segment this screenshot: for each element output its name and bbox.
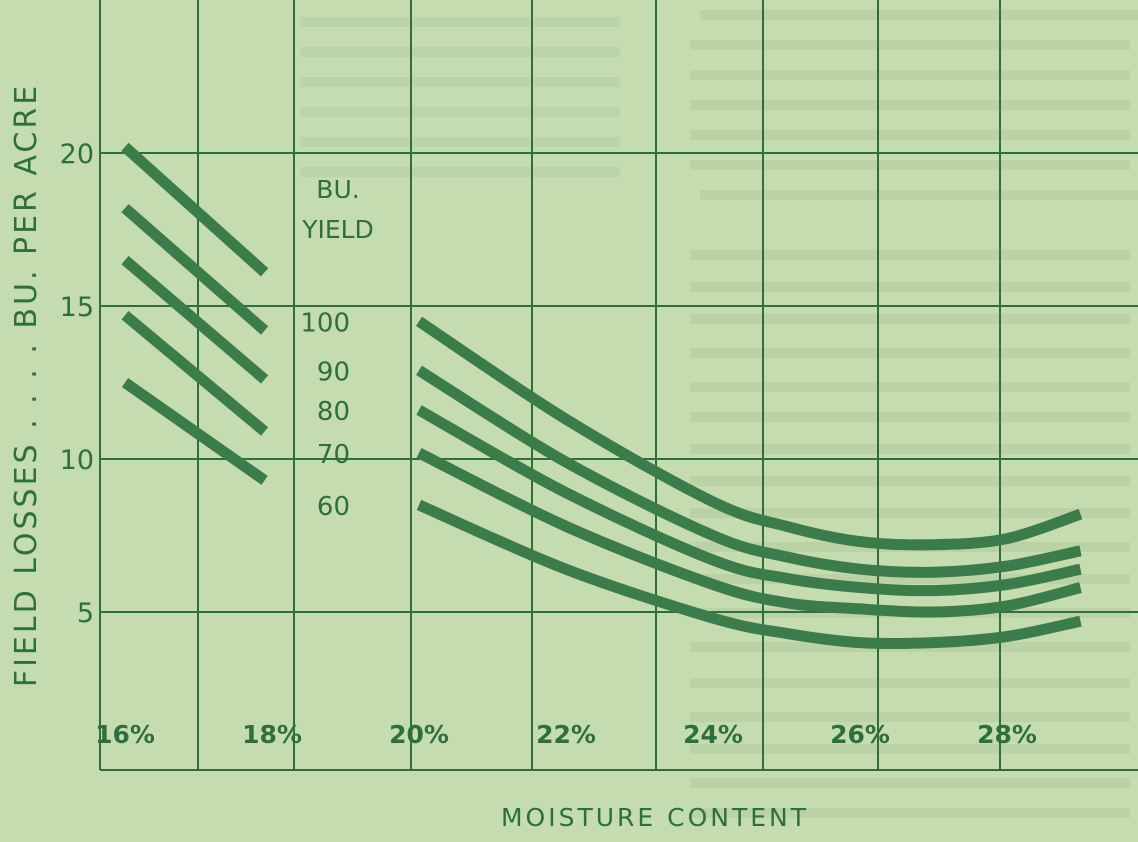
- ghost-line: [700, 10, 1138, 20]
- ghost-line: [300, 47, 620, 57]
- ghost-line: [690, 712, 1130, 722]
- ghost-line: [690, 412, 1130, 422]
- ghost-line: [690, 476, 1130, 486]
- ghost-line: [300, 137, 620, 147]
- y-tick-label: 20: [60, 139, 94, 170]
- x-tick-label: 22%: [536, 720, 596, 749]
- curves: [121, 142, 1083, 650]
- labels: FIELD LOSSES . . . . BU. PER ACRE MOISTU…: [9, 83, 809, 832]
- legend: BU. YIELD 100 90 80 70 60: [300, 175, 373, 522]
- series-line-60-seg1: [121, 377, 268, 485]
- legend-title-line-1: BU.: [316, 175, 359, 204]
- series-line-100-seg1: [121, 142, 269, 277]
- ghost-line: [300, 107, 620, 117]
- legend-label-90: 90: [317, 357, 350, 387]
- ghost-line: [300, 17, 620, 27]
- ghost-line: [690, 160, 1130, 170]
- x-axis-label: MOISTURE CONTENT: [501, 803, 809, 832]
- x-tick-label: 20%: [389, 720, 449, 749]
- x-tick-label: 16%: [95, 720, 155, 749]
- series-line-90-seg2: [416, 365, 1082, 578]
- ghost-line: [700, 190, 1138, 200]
- ghost-line: [690, 508, 1130, 518]
- ticks: 16% 18% 20% 22% 24% 26% 28% 5 10 15 20: [60, 139, 1037, 749]
- ghost-line: [690, 574, 1130, 584]
- x-tick-label: 24%: [683, 720, 743, 749]
- ghost-line: [690, 744, 1130, 754]
- ghost-line: [690, 348, 1130, 358]
- legend-label-100: 100: [300, 308, 350, 338]
- series-line-60-seg2: [416, 499, 1082, 650]
- x-tick-label: 26%: [830, 720, 890, 749]
- ghost-line: [690, 100, 1130, 110]
- y-tick-label: 15: [60, 292, 94, 323]
- ghost-line: [690, 40, 1130, 50]
- ghost-line: [690, 314, 1130, 324]
- ghost-line: [690, 444, 1130, 454]
- ghost-line: [690, 808, 1130, 818]
- series-line-80-seg1: [121, 255, 269, 384]
- legend-label-60: 60: [317, 492, 350, 522]
- series-line-100-seg2: [415, 316, 1083, 551]
- ghost-line: [690, 250, 1130, 260]
- legend-title-line-2: YIELD: [301, 215, 374, 244]
- series-line-80-seg2: [416, 405, 1082, 597]
- ghost-line: [690, 678, 1130, 688]
- x-tick-label: 18%: [242, 720, 302, 749]
- ghost-line: [690, 130, 1130, 140]
- ghost-line: [300, 77, 620, 87]
- series-line-70-seg1: [121, 310, 269, 436]
- x-tick-label: 28%: [977, 720, 1037, 749]
- legend-label-70: 70: [317, 440, 350, 470]
- grid: [99, 0, 1138, 771]
- ghost-line: [690, 778, 1130, 788]
- ghost-line: [300, 167, 620, 177]
- y-tick-label: 5: [77, 598, 94, 629]
- y-tick-label: 10: [60, 445, 94, 476]
- series-line-90-seg1: [121, 203, 269, 335]
- legend-label-80: 80: [317, 397, 350, 427]
- ghost-line: [690, 382, 1130, 392]
- ghost-line: [690, 70, 1130, 80]
- y-axis-label: FIELD LOSSES . . . . BU. PER ACRE: [9, 83, 44, 687]
- ghost-line: [690, 282, 1130, 292]
- series-line-70-seg2: [416, 447, 1082, 618]
